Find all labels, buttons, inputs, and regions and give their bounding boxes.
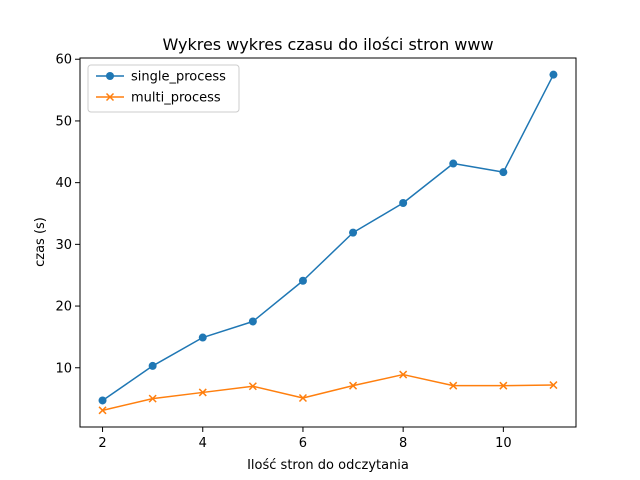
data-point-multi_process [449, 381, 458, 390]
data-point-multi_process [349, 381, 358, 390]
series-line-single_process [102, 74, 555, 402]
data-point-multi_process [248, 382, 257, 391]
data-point-multi_process [298, 393, 307, 403]
legend-box [87, 64, 240, 113]
x-tick-label: 4 [199, 436, 207, 451]
x-axis-label: Ilość stron do odczytania [247, 458, 409, 473]
y-tick-label: 50 [55, 114, 72, 129]
chart-title: Wykres wykres czasu do ilości stron www [162, 35, 493, 54]
data-point-single_process [549, 70, 558, 79]
data-point-multi_process [148, 394, 157, 403]
data-point-single_process [148, 361, 157, 370]
x-tick-label: 8 [399, 436, 407, 451]
data-point-single_process [449, 159, 458, 168]
data-point-single_process [198, 333, 207, 342]
data-point-single_process [248, 317, 257, 326]
legend-item-single_process: single_process [96, 70, 226, 85]
y-tick-label: 10 [55, 361, 72, 376]
x-tick-label: 2 [98, 436, 106, 451]
legend: single_process multi_process [87, 64, 240, 113]
plot-area [98, 70, 558, 415]
data-point-multi_process [198, 388, 207, 397]
data-point-multi_process [549, 381, 558, 390]
series-line-multi_process [102, 373, 554, 412]
legend-label: multi_process [131, 91, 221, 106]
data-point-single_process [298, 276, 307, 285]
data-point-multi_process [98, 406, 107, 415]
data-point-multi_process [499, 381, 508, 390]
x-tick-label: 10 [495, 436, 512, 451]
data-point-single_process [399, 199, 408, 208]
legend-label: single_process [131, 70, 226, 85]
legend-item-multi_process: multi_process [96, 91, 221, 106]
y-axis-label: czas (s) [33, 217, 48, 267]
y-axis: 10 20 30 40 50 60 [55, 53, 80, 376]
data-point-single_process [499, 168, 508, 177]
x-tick-label: 6 [299, 436, 307, 451]
data-point-single_process [349, 228, 358, 237]
axes-frame [79, 57, 577, 428]
y-tick-label: 60 [55, 53, 72, 68]
y-tick-label: 40 [55, 176, 72, 191]
data-point-single_process [98, 396, 107, 405]
x-axis: 2 4 6 8 10 [98, 427, 512, 451]
data-point-multi_process [399, 370, 408, 379]
y-tick-label: 20 [55, 300, 72, 315]
y-tick-label: 30 [55, 238, 72, 253]
